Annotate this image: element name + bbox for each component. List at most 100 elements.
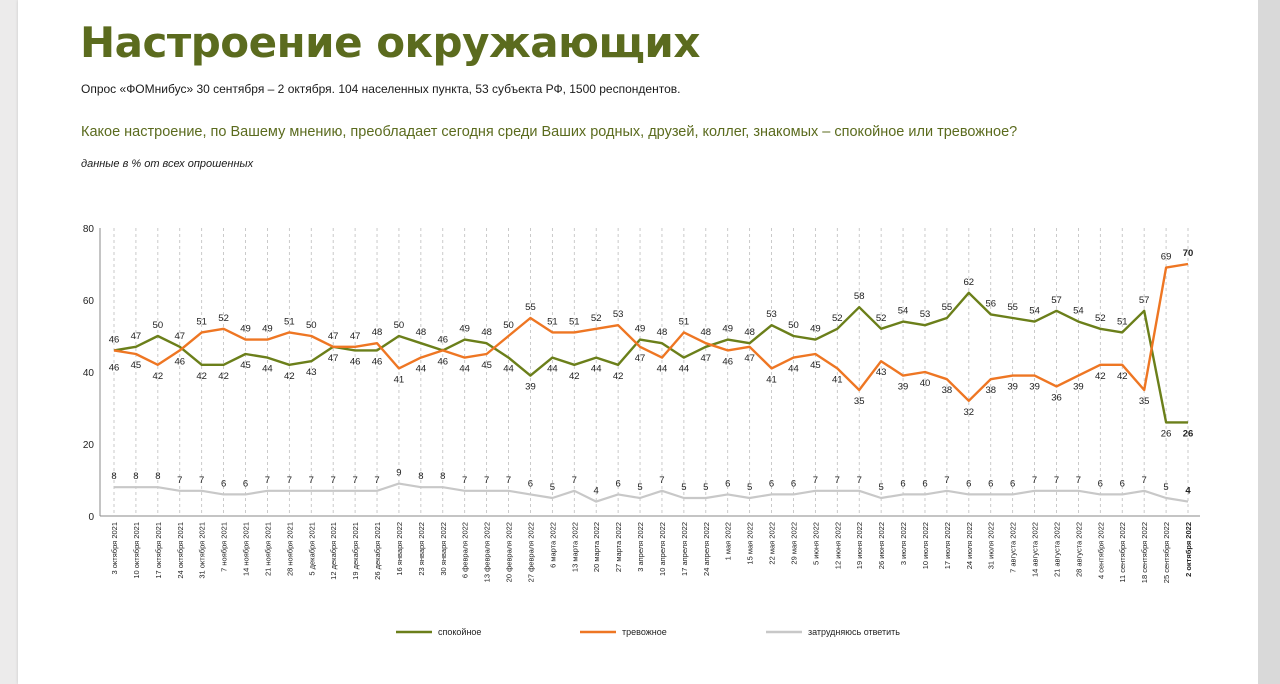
anxious-data-label: 40 <box>920 378 931 389</box>
calm-data-label: 50 <box>153 320 164 331</box>
undecided-data-label: 7 <box>199 475 204 486</box>
calm-data-label: 47 <box>701 353 712 364</box>
x-tick-label: 31 октября 2021 <box>198 522 207 579</box>
anxious-data-label: 44 <box>459 364 470 375</box>
x-tick-label: 19 июня 2022 <box>855 522 864 569</box>
x-tick-label: 10 июля 2022 <box>921 522 930 569</box>
calm-data-label: 42 <box>284 371 295 382</box>
undecided-data-label: 8 <box>418 471 423 482</box>
undecided-data-label: 7 <box>1032 475 1037 486</box>
calm-data-label: 45 <box>240 360 251 371</box>
calm-data-label: 52 <box>832 313 843 324</box>
y-tick-label: 20 <box>83 440 95 451</box>
x-tick-label: 16 января 2022 <box>395 522 404 576</box>
calm-data-label: 56 <box>985 298 996 309</box>
x-tick-label: 20 марта 2022 <box>592 522 601 572</box>
x-tick-label: 12 июня 2022 <box>833 522 842 569</box>
x-tick-label: 3 октября 2021 <box>110 522 119 575</box>
undecided-data-label: 7 <box>309 475 314 486</box>
calm-data-label: 51 <box>1117 316 1128 327</box>
x-tick-label: 14 августа 2022 <box>1031 522 1040 577</box>
right-margin-strip <box>1258 0 1280 684</box>
anxious-data-label: 44 <box>416 364 427 375</box>
anxious-data-label: 69 <box>1161 252 1172 263</box>
undecided-data-label: 6 <box>1010 478 1015 489</box>
data-note: данные в % от всех опрошенных <box>81 158 254 170</box>
anxious-data-label: 38 <box>985 385 996 396</box>
undecided-data-label: 8 <box>155 471 160 482</box>
calm-data-label: 48 <box>657 327 668 338</box>
undecided-data-label: 7 <box>331 475 336 486</box>
x-tick-label: 25 сентября 2022 <box>1162 522 1171 583</box>
anxious-data-label: 46 <box>109 362 120 373</box>
x-tick-label: 10 октября 2021 <box>132 522 141 579</box>
calm-data-label: 46 <box>372 356 383 367</box>
undecided-data-label: 7 <box>572 475 577 486</box>
calm-data-label: 46 <box>437 356 448 367</box>
undecided-data-label: 6 <box>725 478 730 489</box>
legend-calm-label: спокойное <box>438 627 481 637</box>
x-tick-label: 20 февраля 2022 <box>505 522 514 582</box>
anxious-data-label: 51 <box>569 316 580 327</box>
x-tick-label: 27 марта 2022 <box>614 522 623 572</box>
undecided-data-label: 7 <box>944 475 949 486</box>
x-tick-label: 1 мая 2022 <box>724 522 733 560</box>
x-tick-label: 26 декабря 2021 <box>373 522 382 580</box>
undecided-data-label: 6 <box>791 478 796 489</box>
undecided-data-label: 6 <box>1120 478 1125 489</box>
calm-series-line <box>113 291 1188 424</box>
calm-data-label: 44 <box>503 364 514 375</box>
calm-data-label: 50 <box>788 320 799 331</box>
anxious-data-label: 36 <box>1051 392 1062 403</box>
x-tick-label: 14 ноября 2021 <box>242 522 251 576</box>
survey-subtitle: Опрос «ФОМнибус» 30 сентября – 2 октября… <box>81 82 681 96</box>
x-tick-label: 5 декабря 2021 <box>307 522 316 576</box>
x-tick-label: 15 мая 2022 <box>746 522 755 565</box>
undecided-data-label: 7 <box>835 475 840 486</box>
anxious-data-label: 39 <box>898 382 909 393</box>
page-title: Настроение окружающих <box>80 18 700 67</box>
undecided-data-label: 6 <box>1098 478 1103 489</box>
x-tick-label: 6 марта 2022 <box>548 522 557 568</box>
anxious-data-label: 46 <box>437 334 448 345</box>
calm-data-label: 50 <box>394 320 405 331</box>
anxious-data-label: 35 <box>854 396 865 407</box>
x-tick-label: 21 ноября 2021 <box>263 522 272 576</box>
calm-data-label: 42 <box>613 371 624 382</box>
calm-data-label: 49 <box>810 324 821 335</box>
undecided-data-label: 6 <box>221 478 226 489</box>
anxious-data-label: 49 <box>240 324 251 335</box>
anxious-data-label: 47 <box>744 353 755 364</box>
calm-data-label: 57 <box>1051 295 1062 306</box>
calm-data-label: 54 <box>1029 306 1040 317</box>
anxious-data-label: 45 <box>131 360 142 371</box>
legend-anxious-label: тревожное <box>622 627 667 637</box>
calm-data-label: 42 <box>218 371 229 382</box>
calm-data-label: 52 <box>876 313 887 324</box>
x-tick-label: 24 октября 2021 <box>176 522 185 579</box>
calm-data-label: 55 <box>942 302 953 313</box>
undecided-data-label: 4 <box>1185 486 1191 497</box>
anxious-data-label: 46 <box>722 356 733 367</box>
anxious-series-line <box>113 262 1189 402</box>
anxious-data-label: 51 <box>679 316 690 327</box>
x-tick-label: 21 августа 2022 <box>1052 522 1061 577</box>
calm-data-label: 49 <box>635 324 646 335</box>
undecided-data-label: 5 <box>550 482 555 493</box>
x-tick-label: 10 апреля 2022 <box>658 522 667 576</box>
calm-data-label: 44 <box>547 364 558 375</box>
undecided-data-label: 7 <box>1142 475 1147 486</box>
calm-data-label: 62 <box>964 277 975 288</box>
anxious-data-label: 39 <box>1073 382 1084 393</box>
calm-data-label: 46 <box>109 334 120 345</box>
x-tick-label: 17 октября 2021 <box>154 522 163 579</box>
calm-data-label: 26 <box>1183 428 1194 439</box>
anxious-data-label: 32 <box>964 407 975 418</box>
undecided-data-label: 5 <box>703 482 708 493</box>
calm-data-label: 48 <box>481 327 492 338</box>
legend-undecided-label: затрудняюсь ответить <box>808 627 900 637</box>
x-tick-label: 22 мая 2022 <box>768 522 777 565</box>
undecided-data-label: 7 <box>659 475 664 486</box>
x-tick-label: 11 сентября 2022 <box>1118 522 1127 583</box>
